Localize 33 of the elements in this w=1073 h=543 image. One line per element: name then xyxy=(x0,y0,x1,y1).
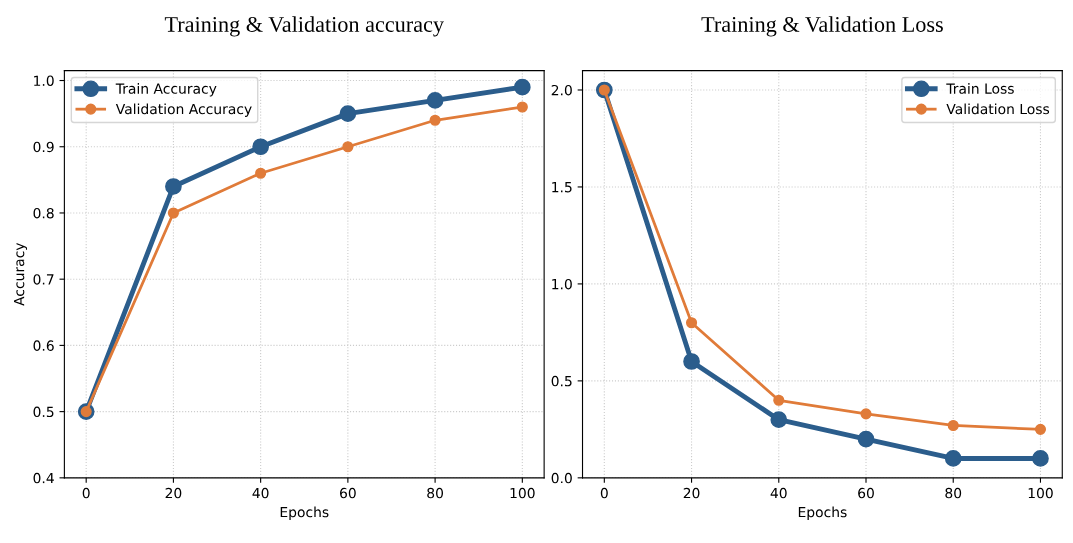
x-tick-label: 80 xyxy=(945,487,962,499)
y-tick-label: 0.0 xyxy=(551,472,572,484)
x-tick-label: 100 xyxy=(510,487,535,499)
x-tick-label: 20 xyxy=(683,487,700,499)
legend-label: Validation Loss xyxy=(946,103,1050,115)
y-tick-label: 0.8 xyxy=(33,207,54,219)
x-tick-label: 0 xyxy=(600,487,608,499)
legend-label: Train Loss xyxy=(946,83,1014,94)
y-tick-label: 1.0 xyxy=(552,278,572,290)
x-tick-label: 80 xyxy=(427,487,444,499)
y-tick-label: 1.5 xyxy=(552,182,572,193)
legend-label: Train Accuracy xyxy=(115,83,217,97)
x-tick-label: 60 xyxy=(340,487,356,499)
y-axis-title: Accuracy xyxy=(14,242,28,306)
x-tick-label: 60 xyxy=(858,487,874,499)
x-axis-title: Epochs xyxy=(280,506,329,520)
y-tick-label: 2.0 xyxy=(551,84,572,96)
y-tick-label: 1.0 xyxy=(34,75,54,86)
y-tick-label: 0.4 xyxy=(33,472,54,484)
x-tick-label: 100 xyxy=(1028,487,1053,499)
x-tick-label: 20 xyxy=(165,487,182,499)
y-tick-label: 0.9 xyxy=(33,141,54,153)
x-axis-title: Epochs xyxy=(798,506,847,520)
y-tick-label: 0.7 xyxy=(33,274,54,285)
chart-title: Training & Validation accuracy xyxy=(164,16,444,37)
legend-label: Validation Accuracy xyxy=(115,103,252,117)
y-tick-label: 0.6 xyxy=(33,340,54,351)
y-tick-label: 0.5 xyxy=(551,375,572,387)
chart-title: Training & Validation Loss xyxy=(701,16,943,37)
x-tick-label: 40 xyxy=(770,487,787,499)
x-tick-label: 40 xyxy=(252,487,269,499)
y-tick-label: 0.5 xyxy=(33,406,54,418)
x-tick-label: 0 xyxy=(82,487,90,499)
